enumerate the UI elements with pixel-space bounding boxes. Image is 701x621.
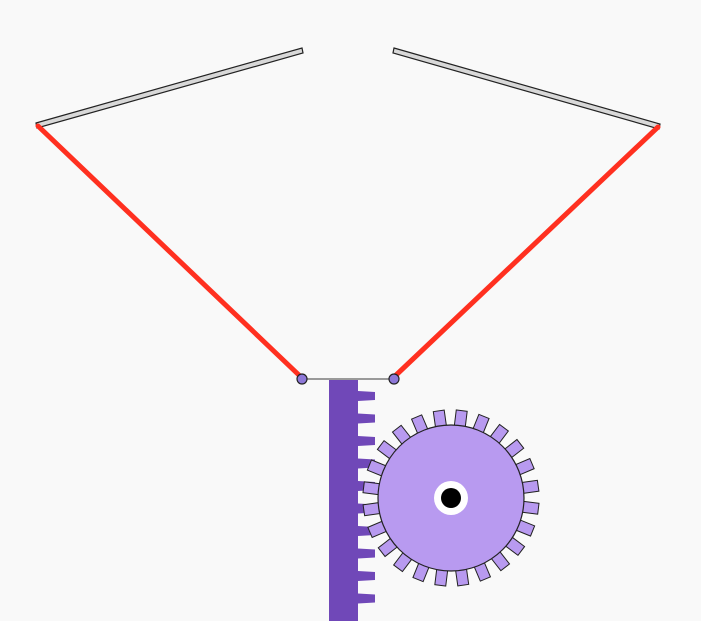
right-joint <box>388 373 400 385</box>
gear-rack <box>329 380 375 621</box>
axle-hole-icon <box>441 488 461 508</box>
rack-body <box>329 380 375 621</box>
right-cable <box>391 124 661 380</box>
left-joint <box>296 373 308 385</box>
left-cable <box>35 123 304 380</box>
